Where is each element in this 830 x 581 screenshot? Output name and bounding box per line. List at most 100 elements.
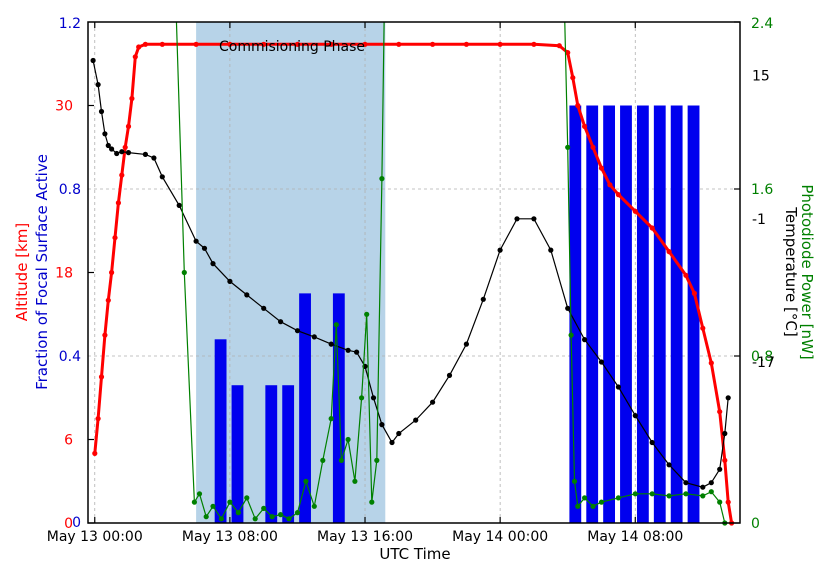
photodiode-point bbox=[352, 478, 358, 484]
altitude-point bbox=[722, 457, 728, 463]
plot-area: May 13 00:00 May 13 08:00 May 13 16:00 May … bbox=[47, 16, 775, 545]
altitude-point bbox=[531, 41, 537, 47]
temperature-point bbox=[649, 439, 655, 446]
altitude-point bbox=[92, 450, 98, 456]
photodiode-point bbox=[218, 516, 224, 522]
altitude-point bbox=[575, 102, 581, 109]
focal-surface-bar bbox=[299, 293, 311, 523]
photodiode-tick-label: 0.8 bbox=[751, 349, 773, 365]
photodiode-point bbox=[210, 503, 216, 509]
photodiode-point bbox=[649, 491, 655, 497]
temperature-point bbox=[514, 216, 520, 222]
x-tick-label: May 13 16:00 bbox=[317, 529, 413, 545]
focal-surface-bar bbox=[687, 105, 700, 523]
temperature-point bbox=[210, 261, 216, 267]
photodiode-point bbox=[196, 491, 203, 497]
photodiode-point bbox=[700, 493, 706, 499]
photodiode-point bbox=[575, 503, 581, 509]
temperature-point bbox=[114, 150, 120, 157]
photodiode-tick-label: 2.4 bbox=[751, 16, 773, 32]
focal-surface-bar bbox=[332, 293, 345, 523]
photodiode-point bbox=[708, 489, 714, 495]
temperature-point bbox=[565, 305, 571, 311]
altitude-point bbox=[590, 144, 596, 150]
x-tick-label: May 13 08:00 bbox=[182, 529, 278, 545]
photodiode-point bbox=[568, 332, 574, 338]
altitude-axis-label: Altitude [km] bbox=[13, 223, 31, 321]
photodiode-point bbox=[565, 144, 571, 150]
altitude-point bbox=[112, 235, 118, 241]
temperature-point bbox=[497, 247, 503, 253]
temperature-point bbox=[119, 149, 125, 155]
altitude-point bbox=[691, 290, 698, 296]
temperature-point bbox=[105, 142, 111, 149]
temperature-point bbox=[379, 422, 385, 428]
altitude-point bbox=[109, 269, 115, 276]
focal-surface-bar bbox=[620, 105, 632, 523]
temperature-point bbox=[725, 395, 731, 401]
photodiode-point bbox=[235, 509, 241, 516]
altitude-tick-label: 30 bbox=[55, 99, 73, 115]
altitude-point bbox=[136, 44, 142, 50]
altitude-point bbox=[649, 225, 655, 231]
temperature-tick-label: -1 bbox=[752, 212, 766, 228]
photodiode-point bbox=[598, 499, 605, 505]
temperature-point bbox=[430, 399, 436, 405]
altitude-point bbox=[632, 208, 638, 214]
temperature-point bbox=[176, 202, 182, 208]
temperature-point bbox=[261, 305, 267, 311]
altitude-point bbox=[119, 172, 125, 178]
x-tick-label: May 14 00:00 bbox=[452, 529, 548, 545]
temperature-point bbox=[446, 372, 453, 378]
photodiode-point bbox=[252, 516, 258, 522]
temperature-point bbox=[700, 484, 706, 490]
photodiode-tick-label: 1.6 bbox=[751, 182, 773, 198]
altitude-point bbox=[132, 54, 138, 60]
altitude-point bbox=[227, 41, 233, 47]
fraction-tick-label: 0 bbox=[72, 515, 81, 531]
altitude-point bbox=[129, 95, 135, 102]
temperature-point bbox=[396, 430, 402, 437]
temperature-point bbox=[345, 347, 351, 353]
photodiode-point bbox=[328, 416, 334, 422]
altitude-point bbox=[717, 409, 723, 415]
temperature-point bbox=[109, 146, 115, 152]
photodiode-point bbox=[269, 514, 275, 520]
altitude-line bbox=[93, 42, 734, 523]
altitude-point bbox=[565, 50, 571, 56]
altitude-point bbox=[666, 249, 672, 255]
altitude-tick-label: 6 bbox=[64, 433, 73, 449]
temperature-point bbox=[531, 216, 537, 222]
altitude-point bbox=[328, 41, 334, 47]
x-tick-label: May 14 08:00 bbox=[587, 529, 683, 545]
temperature-point bbox=[294, 328, 301, 334]
altitude-point bbox=[708, 360, 714, 366]
temperature-point bbox=[598, 359, 605, 365]
photodiode-point bbox=[191, 499, 197, 505]
focal-surface-bar bbox=[231, 385, 244, 523]
focal-surface-bar bbox=[586, 105, 599, 523]
temperature-tick-label: 15 bbox=[752, 69, 770, 85]
temperature-point bbox=[142, 151, 148, 157]
focal-surface-bar bbox=[603, 105, 616, 523]
photodiode-point bbox=[590, 503, 596, 509]
altitude-point bbox=[683, 272, 689, 278]
altitude-point bbox=[294, 41, 301, 47]
altitude-point bbox=[159, 41, 165, 47]
temperature-point bbox=[201, 245, 208, 251]
photodiode-point bbox=[303, 478, 309, 484]
photodiode-point bbox=[582, 495, 588, 501]
focal-surface-bar bbox=[282, 385, 295, 523]
temperature-line bbox=[92, 60, 729, 488]
altitude-point bbox=[261, 41, 267, 47]
temperature-point bbox=[193, 238, 199, 244]
altitude-point bbox=[598, 165, 605, 171]
altitude-tick-label: 18 bbox=[55, 266, 73, 282]
altitude-point bbox=[362, 41, 368, 47]
temperature-point bbox=[125, 150, 132, 156]
altitude-point bbox=[396, 41, 402, 47]
focal-surface-bar bbox=[670, 105, 683, 523]
altitude-point bbox=[142, 41, 148, 47]
temperature-point bbox=[95, 82, 101, 88]
